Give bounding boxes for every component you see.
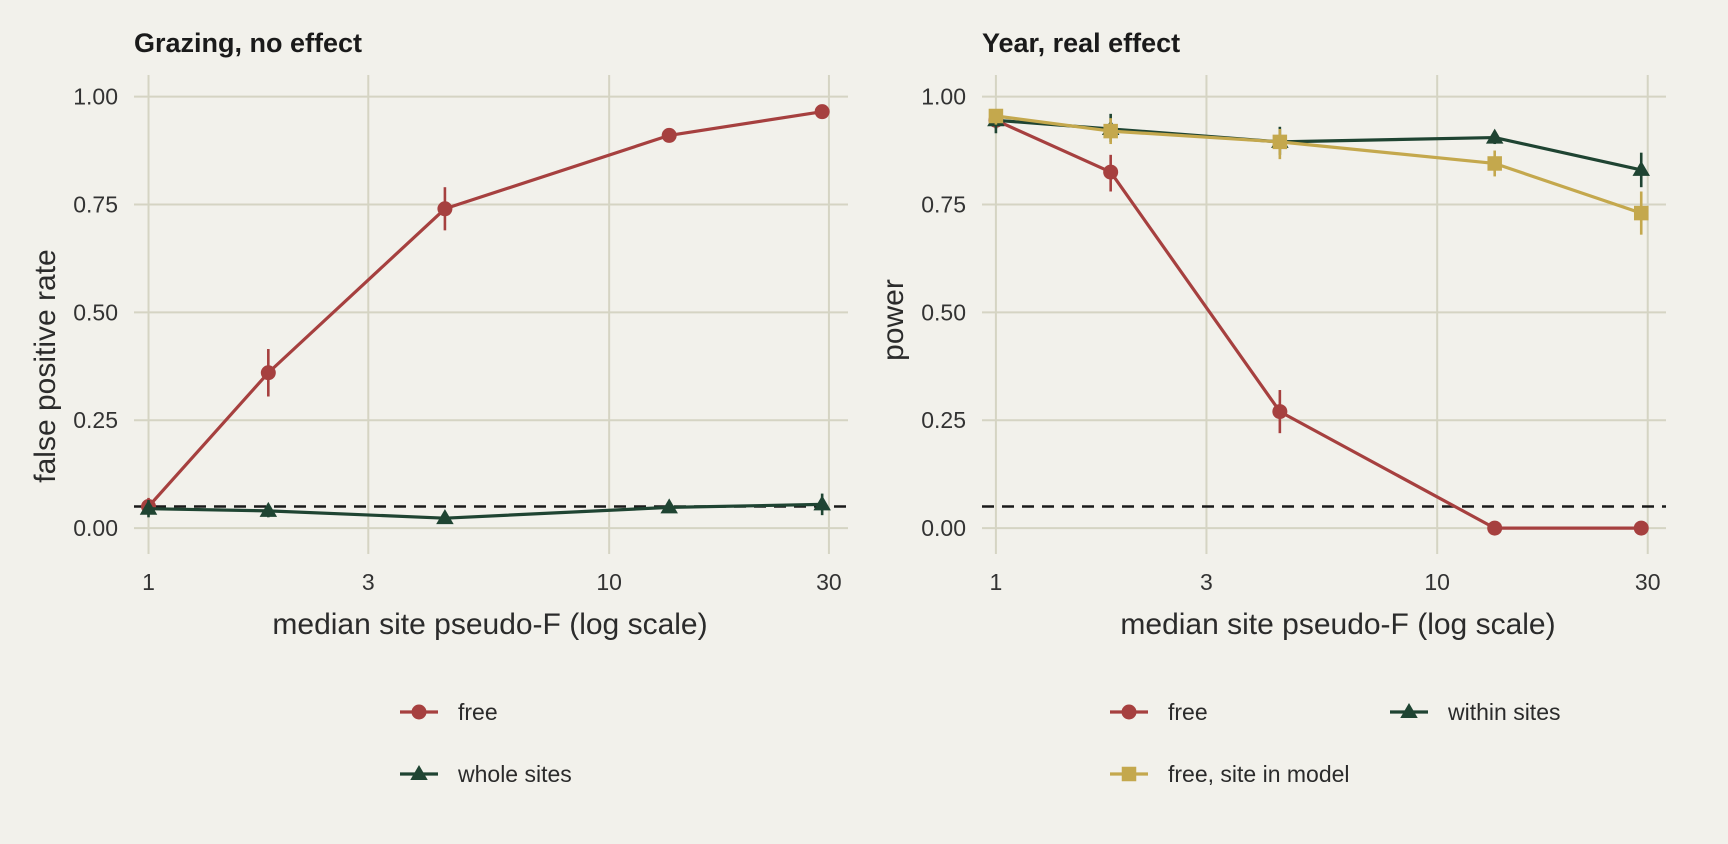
panel-title: Grazing, no effect: [134, 28, 362, 58]
legend-item: free, site in model: [1110, 761, 1350, 787]
series-within-sites: [987, 111, 1650, 188]
legend-item: free: [1110, 699, 1208, 725]
data-point-circle: [661, 127, 677, 143]
legend: free whole sites: [400, 699, 572, 787]
legend-label: free: [1168, 699, 1208, 725]
data-point-triangle: [813, 495, 831, 511]
legend-label: within sites: [1447, 699, 1560, 725]
y-tick-label: 0.00: [73, 515, 118, 541]
data-point-circle: [1487, 520, 1503, 536]
y-tick-label: 0.75: [921, 191, 966, 217]
series-free: [141, 104, 830, 516]
x-tick-label: 3: [362, 569, 375, 595]
legend-label: whole sites: [457, 761, 572, 787]
grid: [134, 75, 848, 554]
data-point-circle: [1121, 704, 1137, 720]
legend-item: free: [400, 699, 498, 725]
data-point-circle: [437, 201, 453, 217]
data-point-circle: [814, 104, 830, 120]
data-point-circle: [1103, 164, 1119, 180]
data-point-triangle: [410, 765, 428, 780]
data-point-triangle: [660, 498, 678, 514]
legend-label: free: [458, 699, 498, 725]
panel-grazing: Grazing, no effect false positive rate m…: [29, 28, 848, 787]
series-free: [988, 111, 1649, 536]
y-tick-label: 0.25: [921, 407, 966, 433]
data-point-triangle: [1485, 128, 1504, 144]
data-point-triangle: [1632, 160, 1650, 176]
data-point-square: [1487, 156, 1502, 171]
data-point-square: [1272, 134, 1288, 150]
y-tick-label: 1.00: [73, 84, 118, 110]
x-tick-label: 10: [596, 569, 622, 595]
legend-item: whole sites: [400, 761, 572, 787]
y-tick-label: 0.50: [921, 299, 966, 325]
y-tick-label: 0.50: [73, 299, 118, 325]
data-point-circle: [260, 365, 276, 381]
data-point-square: [988, 108, 1004, 124]
data-point-triangle: [139, 499, 158, 515]
legend: free within sites free, site in model: [1110, 699, 1560, 787]
series-free-site-in-model: [988, 108, 1649, 235]
x-tick-label: 30: [1635, 569, 1661, 595]
data-point-circle: [1272, 404, 1288, 420]
data-point-triangle: [1400, 703, 1418, 718]
y-axis-title: false positive rate: [29, 249, 62, 482]
x-tick-label: 1: [142, 569, 155, 595]
legend-label: free, site in model: [1168, 761, 1350, 787]
x-tick-label: 1: [990, 569, 1003, 595]
data-point-square: [1103, 123, 1118, 139]
data-point-triangle: [436, 509, 454, 525]
y-tick-label: 1.00: [921, 84, 966, 110]
data-point-square: [1633, 205, 1649, 221]
x-axis-title: median site pseudo-F (log scale): [272, 608, 707, 641]
y-axis-title: power: [877, 279, 910, 361]
x-tick-label: 3: [1200, 569, 1213, 595]
panel-year: Year, real effect power median site pseu…: [877, 28, 1666, 787]
data-point-circle: [411, 704, 427, 720]
x-tick-label: 10: [1424, 569, 1450, 595]
x-tick-label: 30: [816, 569, 842, 595]
panel-title: Year, real effect: [982, 28, 1180, 58]
x-axis-title: median site pseudo-F (log scale): [1120, 608, 1555, 641]
data-point-square: [1121, 766, 1137, 782]
series-whole-sites: [139, 493, 831, 525]
series-line: [147, 110, 823, 508]
data-point-triangle: [259, 501, 278, 517]
y-tick-label: 0.25: [73, 407, 118, 433]
y-tick-label: 0.75: [73, 191, 118, 217]
legend-item: within sites: [1390, 699, 1560, 725]
data-point-circle: [1633, 520, 1649, 536]
y-tick-label: 0.00: [921, 515, 966, 541]
